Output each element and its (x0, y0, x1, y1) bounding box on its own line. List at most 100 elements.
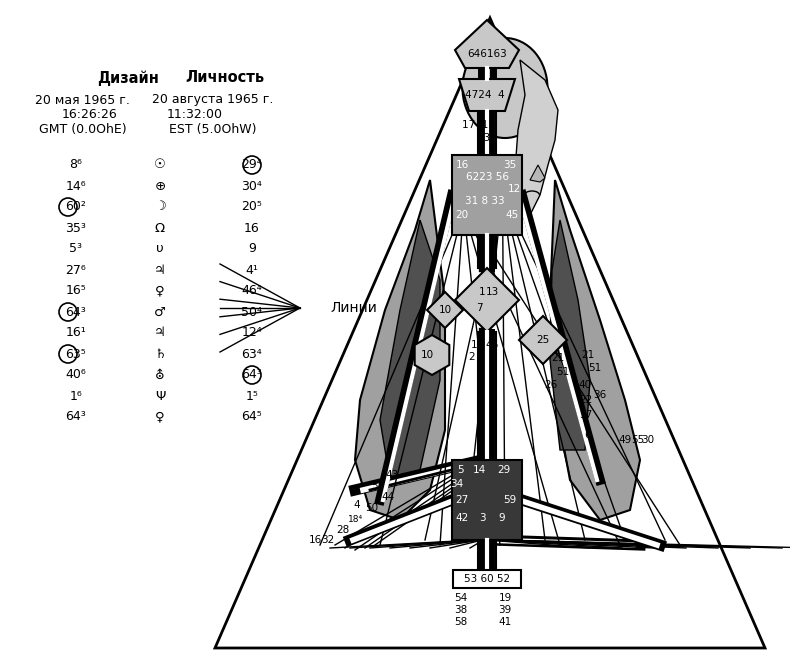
Text: 54: 54 (454, 593, 468, 603)
Text: 59: 59 (503, 495, 517, 505)
Polygon shape (550, 180, 640, 520)
Text: 16:26:26: 16:26:26 (62, 108, 118, 122)
Text: 14⁶: 14⁶ (66, 180, 86, 192)
Polygon shape (550, 220, 590, 450)
Text: 40⁶: 40⁶ (66, 368, 86, 381)
Text: 21: 21 (581, 350, 595, 360)
Text: 60²: 60² (66, 200, 86, 214)
Text: 10: 10 (420, 350, 434, 360)
Text: 37: 37 (579, 410, 592, 420)
Text: ♀: ♀ (155, 284, 165, 297)
Text: 27⁶: 27⁶ (66, 264, 86, 276)
Text: 29: 29 (498, 465, 510, 475)
Text: 27: 27 (455, 495, 468, 505)
Text: 29⁴: 29⁴ (242, 159, 262, 171)
Text: 6: 6 (585, 430, 591, 440)
Text: 50: 50 (366, 503, 378, 513)
Text: 16: 16 (244, 221, 260, 235)
Polygon shape (427, 292, 463, 328)
Text: 42: 42 (455, 513, 468, 523)
Text: 17  11: 17 11 (462, 120, 495, 130)
Text: 1⁵: 1⁵ (246, 389, 258, 403)
Text: 41: 41 (498, 617, 512, 627)
Polygon shape (459, 79, 515, 111)
Text: 18⁴: 18⁴ (348, 516, 363, 524)
Text: 64³: 64³ (66, 410, 86, 424)
Text: 8⁶: 8⁶ (70, 159, 82, 171)
Text: 45: 45 (506, 210, 518, 220)
Text: 53 60 52: 53 60 52 (464, 574, 510, 584)
Text: 20⁵: 20⁵ (242, 200, 262, 214)
Text: Личность: Личность (186, 71, 265, 85)
Text: 12⁴: 12⁴ (242, 327, 262, 340)
Text: GMT (0.0OhE): GMT (0.0OhE) (40, 124, 127, 137)
Text: 43: 43 (477, 133, 491, 143)
Text: ⊕: ⊕ (154, 180, 166, 192)
Text: 5: 5 (457, 465, 465, 475)
Polygon shape (415, 335, 450, 375)
Text: 5³: 5³ (70, 243, 82, 256)
Text: EST (5.0OhW): EST (5.0OhW) (169, 124, 257, 137)
Text: 46⁴: 46⁴ (242, 284, 262, 297)
Text: 7: 7 (476, 303, 483, 313)
Text: 2: 2 (468, 352, 476, 362)
Text: 16: 16 (308, 535, 322, 545)
Polygon shape (215, 18, 765, 648)
Text: 31 8 33: 31 8 33 (465, 196, 505, 206)
Text: Ω: Ω (155, 221, 165, 235)
Text: 22: 22 (579, 395, 592, 405)
Text: ☉: ☉ (154, 159, 166, 171)
Text: 63⁴: 63⁴ (242, 348, 262, 360)
Text: 1: 1 (479, 287, 485, 297)
Text: 6223 56: 6223 56 (465, 172, 509, 182)
Bar (452, 460, 522, 540)
Text: 11:32:00: 11:32:00 (167, 108, 223, 122)
Text: Линии: Линии (330, 301, 377, 315)
Bar (453, 570, 521, 588)
Text: 28: 28 (337, 525, 350, 535)
Text: 51: 51 (589, 363, 602, 373)
Polygon shape (530, 165, 545, 182)
Text: 9: 9 (498, 513, 506, 523)
Text: 63⁵: 63⁵ (66, 348, 86, 360)
Text: ♃: ♃ (154, 264, 166, 276)
Text: 39: 39 (498, 605, 512, 615)
Text: 20 августа 1965 г.: 20 августа 1965 г. (152, 93, 273, 106)
Text: 30: 30 (641, 435, 655, 445)
Text: 35³: 35³ (66, 221, 86, 235)
Text: 64³: 64³ (242, 368, 262, 381)
Ellipse shape (462, 38, 547, 138)
Bar (452, 155, 522, 235)
Polygon shape (380, 220, 440, 480)
Polygon shape (455, 20, 519, 68)
Polygon shape (519, 316, 567, 364)
Text: 15: 15 (470, 340, 483, 350)
Text: 646163: 646163 (467, 49, 507, 59)
Text: 50⁴: 50⁴ (242, 305, 262, 319)
Text: 14: 14 (472, 465, 486, 475)
Text: 34: 34 (450, 479, 464, 489)
Text: 4724  4: 4724 4 (465, 90, 505, 100)
Text: 55: 55 (631, 435, 645, 445)
Text: 32: 32 (322, 535, 335, 545)
Text: 9: 9 (248, 243, 256, 256)
Text: 58: 58 (454, 617, 468, 627)
Text: 21: 21 (551, 353, 565, 363)
Text: 20 мая 1965 г.: 20 мая 1965 г. (35, 93, 130, 106)
Text: ♂: ♂ (154, 305, 166, 319)
Text: 25: 25 (536, 335, 550, 345)
Text: 30⁴: 30⁴ (242, 180, 262, 192)
Text: 12: 12 (507, 184, 521, 194)
Text: 16: 16 (455, 160, 468, 170)
Text: 26: 26 (544, 380, 558, 390)
Text: 43: 43 (386, 470, 399, 480)
Text: Дизайн: Дизайн (97, 70, 159, 86)
Text: Ψ: Ψ (155, 389, 165, 403)
Text: 19: 19 (498, 593, 512, 603)
Text: υ: υ (156, 243, 164, 256)
Text: 36: 36 (593, 390, 607, 400)
Text: 13: 13 (485, 287, 498, 297)
Polygon shape (355, 180, 445, 520)
Text: 57: 57 (371, 481, 385, 491)
Polygon shape (515, 60, 558, 215)
